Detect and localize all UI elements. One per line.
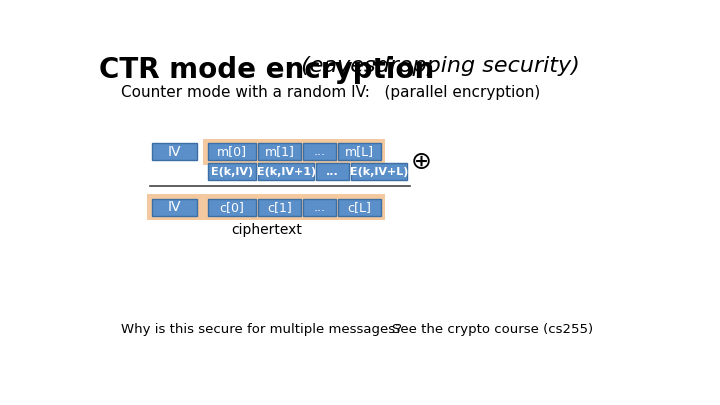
Text: E(k,IV): E(k,IV) bbox=[211, 167, 253, 177]
Bar bbox=[258, 163, 314, 180]
Bar bbox=[316, 163, 349, 180]
Text: c[1]: c[1] bbox=[267, 201, 292, 214]
Bar bbox=[208, 163, 256, 180]
Text: ⊕: ⊕ bbox=[410, 150, 431, 174]
Bar bbox=[208, 199, 256, 216]
Text: E(k,IV+1): E(k,IV+1) bbox=[256, 167, 315, 177]
Bar bbox=[203, 139, 385, 165]
Text: Counter mode with a random IV:   (parallel encryption): Counter mode with a random IV: (parallel… bbox=[121, 85, 540, 100]
Text: m[L]: m[L] bbox=[345, 145, 374, 158]
Bar bbox=[303, 199, 336, 216]
Bar bbox=[152, 143, 197, 160]
Text: m[0]: m[0] bbox=[217, 145, 247, 158]
Bar bbox=[148, 194, 385, 220]
Text: ciphertext: ciphertext bbox=[231, 224, 302, 237]
Bar bbox=[338, 143, 381, 160]
Bar bbox=[152, 199, 197, 216]
Text: IV: IV bbox=[168, 200, 181, 214]
Bar bbox=[303, 143, 336, 160]
Bar bbox=[338, 199, 381, 216]
Bar bbox=[351, 163, 407, 180]
Bar bbox=[258, 143, 301, 160]
Text: See the crypto course (cs255): See the crypto course (cs255) bbox=[392, 324, 593, 337]
Text: ...: ... bbox=[313, 201, 325, 214]
Text: m[1]: m[1] bbox=[264, 145, 294, 158]
Text: E(k,IV+L): E(k,IV+L) bbox=[350, 167, 408, 177]
Text: ...: ... bbox=[326, 167, 339, 177]
Text: Why is this secure for multiple messages?: Why is this secure for multiple messages… bbox=[121, 324, 402, 337]
Bar bbox=[208, 143, 256, 160]
Text: IV: IV bbox=[168, 145, 181, 159]
Text: ...: ... bbox=[313, 145, 325, 158]
Text: (eavesdropping security): (eavesdropping security) bbox=[294, 56, 580, 76]
Bar bbox=[258, 199, 301, 216]
Text: CTR mode encryption: CTR mode encryption bbox=[99, 56, 435, 84]
Text: c[0]: c[0] bbox=[220, 201, 244, 214]
Text: c[L]: c[L] bbox=[347, 201, 372, 214]
